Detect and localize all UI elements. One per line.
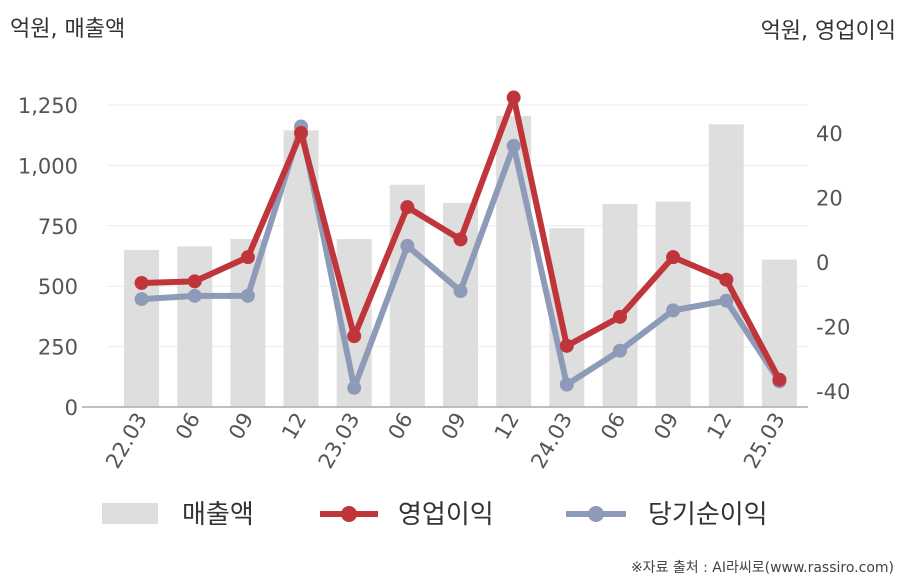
x-tick-label: 12 bbox=[702, 409, 736, 444]
point-operating-profit bbox=[347, 329, 362, 344]
legend: 매출액 영업이익 당기순이익 bbox=[102, 500, 768, 530]
line-series bbox=[134, 90, 787, 395]
legend-swatch-revenue bbox=[102, 503, 158, 524]
x-tick-label: 12 bbox=[277, 409, 311, 444]
point-net-income bbox=[506, 138, 521, 153]
bar-revenue bbox=[177, 246, 213, 407]
x-tick-label: 09 bbox=[224, 409, 258, 444]
legend-label-operating-profit: 영업이익 bbox=[398, 500, 494, 530]
point-operating-profit bbox=[187, 274, 202, 289]
right-unit-label: 억원, 영업이익 bbox=[761, 19, 896, 44]
x-tick-label: 06 bbox=[596, 409, 630, 444]
legend-label-net-income: 당기순이익 bbox=[648, 500, 768, 530]
point-operating-profit bbox=[240, 250, 255, 265]
y-right-tick-label: -40 bbox=[816, 380, 850, 404]
point-net-income bbox=[187, 288, 202, 303]
point-net-income bbox=[666, 303, 681, 318]
x-tick-label: 22.03 bbox=[101, 409, 152, 473]
point-operating-profit bbox=[400, 200, 415, 215]
legend-marker-operating-profit bbox=[341, 506, 357, 522]
y-right-tick-label: 0 bbox=[816, 251, 829, 275]
point-net-income bbox=[559, 377, 574, 392]
point-net-income bbox=[453, 284, 468, 299]
bar-series bbox=[124, 115, 797, 408]
point-net-income bbox=[400, 238, 415, 253]
point-net-income bbox=[347, 380, 362, 395]
point-net-income bbox=[719, 293, 734, 308]
point-operating-profit bbox=[772, 372, 787, 387]
point-operating-profit bbox=[559, 338, 574, 353]
bar-revenue bbox=[124, 249, 160, 407]
point-net-income bbox=[240, 288, 255, 303]
point-net-income bbox=[612, 343, 627, 358]
y-right-tick-label: 40 bbox=[816, 122, 843, 146]
point-operating-profit bbox=[134, 275, 149, 290]
x-tick-label: 09 bbox=[649, 409, 683, 444]
y-left-tick-label: 250 bbox=[38, 336, 78, 360]
y-left-tick-label: 500 bbox=[38, 275, 78, 299]
source-note: ※자료 출처 : AI라씨로(www.rassiro.com) bbox=[631, 560, 894, 576]
x-tick-label: 23.03 bbox=[314, 409, 365, 473]
x-tick-label: 25.03 bbox=[739, 409, 790, 473]
bar-revenue bbox=[389, 184, 425, 407]
y-right-tick-label: -20 bbox=[816, 316, 850, 340]
x-tick-label: 09 bbox=[437, 409, 471, 444]
point-operating-profit bbox=[612, 309, 627, 324]
point-operating-profit bbox=[453, 232, 468, 247]
left-unit-label: 억원, 매출액 bbox=[10, 17, 125, 42]
y-left-tick-label: 0 bbox=[65, 396, 78, 420]
y-right-tick-label: 20 bbox=[816, 187, 843, 211]
point-operating-profit bbox=[666, 250, 681, 265]
point-operating-profit bbox=[506, 90, 521, 105]
x-tick-label: 06 bbox=[384, 409, 418, 444]
point-operating-profit bbox=[294, 126, 309, 140]
x-tick-label: 24.03 bbox=[526, 409, 577, 473]
y-left-tick-label: 1,250 bbox=[18, 94, 78, 118]
legend-label-revenue: 매출액 bbox=[182, 500, 254, 530]
y-left-tick-label: 750 bbox=[38, 215, 78, 239]
y-left-tick-label: 1,000 bbox=[18, 154, 78, 178]
point-operating-profit bbox=[719, 272, 734, 287]
bar-revenue bbox=[708, 124, 744, 407]
x-tick-label: 06 bbox=[171, 409, 205, 444]
x-tick-label: 12 bbox=[490, 409, 524, 444]
point-net-income bbox=[134, 292, 149, 307]
legend-marker-net-income bbox=[588, 506, 604, 522]
